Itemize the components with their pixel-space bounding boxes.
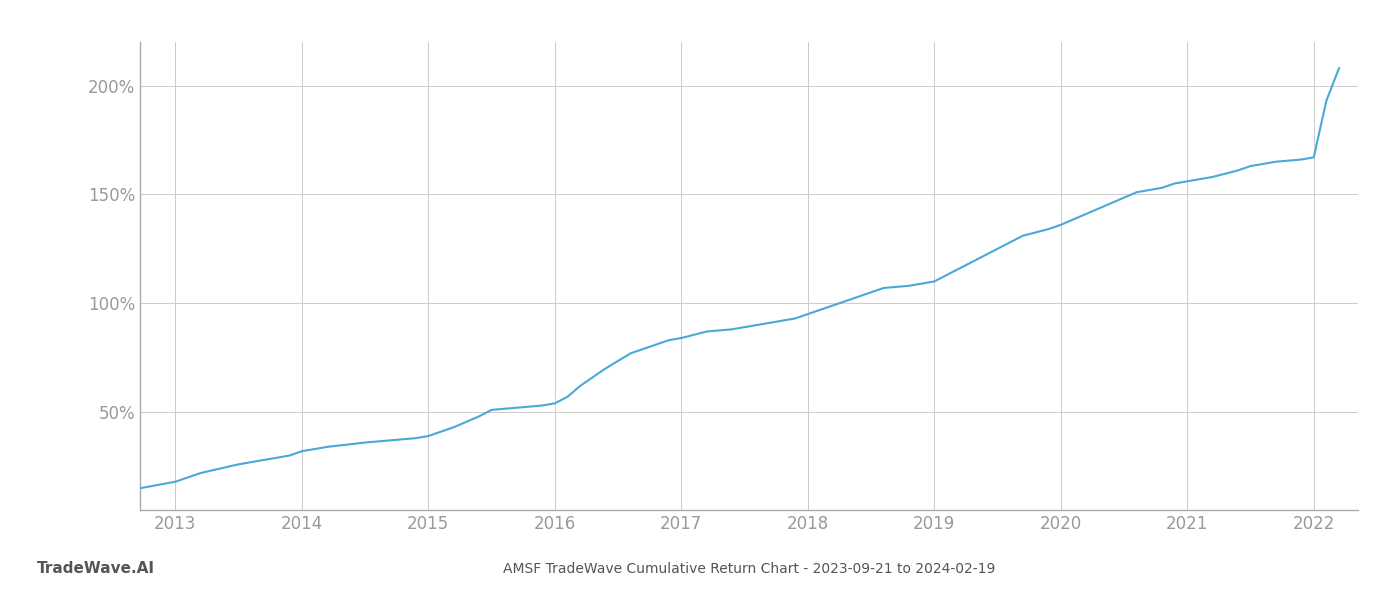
Text: TradeWave.AI: TradeWave.AI	[36, 560, 154, 575]
Text: AMSF TradeWave Cumulative Return Chart - 2023-09-21 to 2024-02-19: AMSF TradeWave Cumulative Return Chart -…	[503, 562, 995, 575]
